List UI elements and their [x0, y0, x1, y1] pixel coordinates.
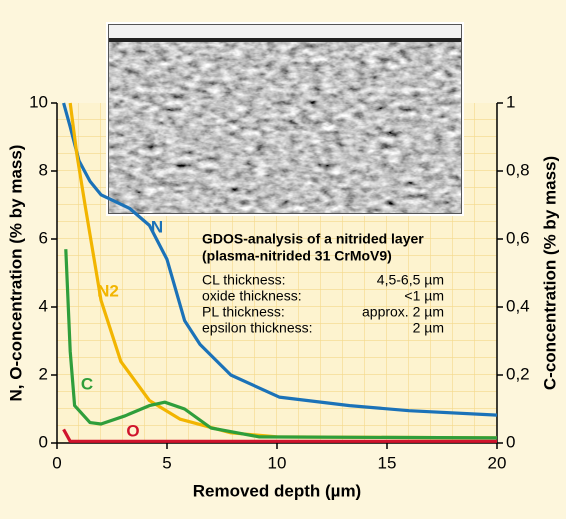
y-tick-label: 4	[39, 296, 48, 315]
x-tick-label: 20	[488, 453, 507, 472]
x-axis-title: Removed depth (µm)	[193, 481, 361, 500]
y2-tick-label: 1	[506, 92, 515, 111]
series-label: N	[151, 217, 163, 236]
annotation-subtitle: (plasma-nitrided 31 CrMoV9)	[202, 248, 392, 264]
y2-tick-label: 0,4	[506, 296, 530, 315]
x-tick-label: 0	[52, 453, 61, 472]
annotation-value: <1 µm	[404, 288, 444, 304]
y-tick-label: 0	[39, 432, 48, 451]
annotation-label: oxide thickness:	[202, 288, 302, 304]
x-tick-label: 15	[378, 453, 397, 472]
y-tick-label: 6	[39, 228, 48, 247]
y-tick-label: 10	[29, 92, 48, 111]
y-tick-label: 8	[39, 160, 48, 179]
y2-tick-label: 0,6	[506, 228, 530, 247]
annotation-label: epsilon thickness:	[202, 320, 313, 336]
chart: 0 5 10 15 20 0 2 4 6 8 10 0 0,2 0,4 0,6 0,8 1 GDOS-analy…	[0, 0, 566, 519]
annotation-label: PL thickness:	[202, 304, 285, 320]
micrograph	[107, 23, 463, 215]
series-label: C	[81, 374, 93, 393]
x-tick-label: 5	[162, 453, 171, 472]
series-label: N2	[97, 281, 119, 300]
annotation-value: 2 µm	[413, 320, 444, 336]
y2-tick-label: 0,8	[506, 160, 530, 179]
y2-axis-title: C-concentration (% by mass)	[540, 156, 559, 390]
y2-tick-label: 0	[506, 432, 515, 451]
annotation-value: approx. 2 µm	[362, 304, 444, 320]
series-label: O	[126, 421, 139, 440]
annotation-title: GDOS-analysis of a nitrided layer	[202, 231, 424, 247]
annotation-label: CL thickness:	[202, 272, 286, 288]
y2-tick-label: 0,2	[506, 364, 530, 383]
annotation-value: 4,5-6,5 µm	[377, 272, 444, 288]
y-tick-label: 2	[39, 364, 48, 383]
x-tick-label: 10	[268, 453, 287, 472]
y-axis-title: N, O-concentration (% by mass)	[6, 145, 25, 402]
